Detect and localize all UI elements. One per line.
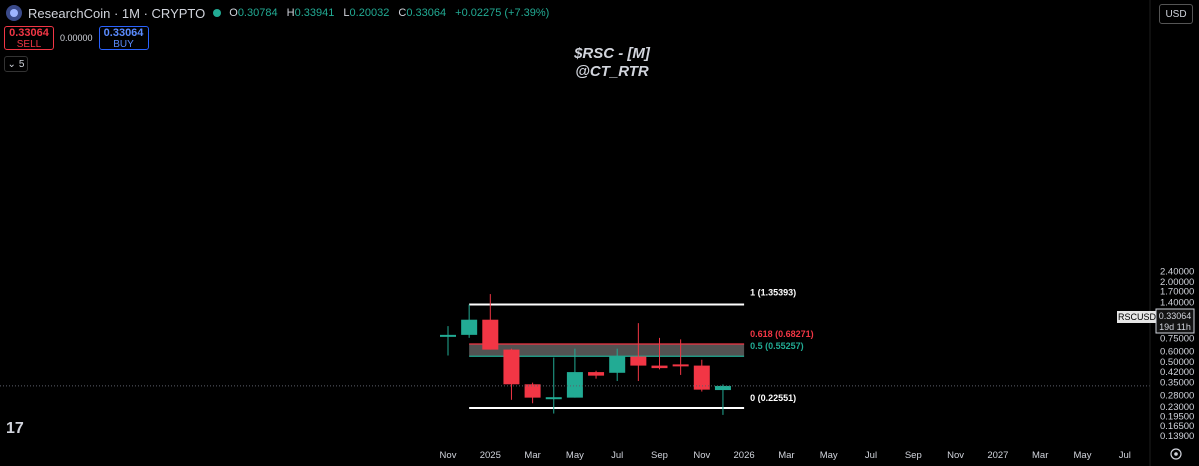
candle-body xyxy=(524,384,541,398)
x-tick-label: 2027 xyxy=(987,450,1008,461)
settings-gear-icon[interactable] xyxy=(1170,448,1182,460)
candle-body xyxy=(609,356,626,373)
candle-body xyxy=(440,334,456,337)
currency-select[interactable]: USD xyxy=(1159,4,1193,24)
x-tick-label: 2026 xyxy=(734,450,755,461)
price-tag-price: 0.33064 xyxy=(1159,311,1192,321)
indicators-toggle[interactable]: ⌄ 5 xyxy=(4,56,28,72)
x-tick-label: Jul xyxy=(1119,450,1131,461)
y-tick-label: 2.40000 xyxy=(1160,266,1194,277)
y-tick-label: 0.19500 xyxy=(1160,411,1194,422)
x-tick-label: Nov xyxy=(440,450,457,461)
y-tick-label: 0.23000 xyxy=(1160,402,1194,413)
y-tick-label: 0.50000 xyxy=(1160,357,1194,368)
open-value: 0.30784 xyxy=(237,7,278,19)
price-tag: RSCUSD 0.33064 19d 11h xyxy=(1117,308,1195,334)
y-tick-label: 1.70000 xyxy=(1160,286,1194,297)
spread-value: 0.00000 xyxy=(60,33,93,43)
x-tick-label: Jul xyxy=(611,450,623,461)
x-tick-label: Nov xyxy=(693,450,710,461)
price-tag-symbol: RSCUSD xyxy=(1118,312,1157,322)
y-tick-label: 0.90000 xyxy=(1160,323,1194,334)
coin-logo-icon xyxy=(6,5,22,21)
candle-body xyxy=(461,319,478,335)
high-value: 0.33941 xyxy=(294,7,335,19)
chevron-down-icon: ⌄ xyxy=(7,58,16,70)
candle-body xyxy=(566,372,583,398)
candle-body xyxy=(503,349,520,385)
x-tick-label: May xyxy=(566,450,584,461)
tradingview-logo-icon: 17 xyxy=(6,420,24,437)
x-tick-label: Jul xyxy=(865,450,877,461)
chart-header: ResearchCoin · 1M · CRYPTO O0.30784 H0.3… xyxy=(0,0,1150,26)
fib-level-label: 0.618 (0.68271) xyxy=(750,329,814,339)
x-tick-label: Mar xyxy=(524,450,540,461)
candle-body xyxy=(651,365,668,369)
market-open-icon xyxy=(213,9,222,17)
x-tick-label: Mar xyxy=(1032,450,1048,461)
buy-button[interactable]: 0.33064 BUY xyxy=(98,26,149,50)
x-tick-label: May xyxy=(820,450,838,461)
candle-body xyxy=(672,364,689,367)
y-tick-label: 0.35000 xyxy=(1160,378,1194,389)
y-tick-label: 1.10000 xyxy=(1160,311,1194,322)
candle-body xyxy=(714,385,731,391)
candle-body xyxy=(693,365,710,390)
sell-button[interactable]: 0.33064 SELL xyxy=(4,26,54,50)
x-tick-label: 2025 xyxy=(480,450,501,461)
symbol-title[interactable]: ResearchCoin · 1M · CRYPTO xyxy=(28,5,206,21)
fib-level-label: 0.5 (0.55257) xyxy=(750,341,804,351)
x-tick-label: Nov xyxy=(947,450,964,461)
change-value: +0.02275 (+7.39%) xyxy=(455,7,550,19)
candle-body xyxy=(630,356,647,366)
y-tick-label: 0.42000 xyxy=(1160,367,1194,378)
fib-level-label: 1 (1.35393) xyxy=(750,287,796,297)
low-value: 0.20032 xyxy=(349,7,390,19)
fib-zone xyxy=(469,344,745,357)
y-tick-label: 2.00000 xyxy=(1160,277,1194,288)
x-tick-label: Sep xyxy=(651,450,668,461)
x-tick-label: Mar xyxy=(778,450,794,461)
candle-body xyxy=(545,397,562,400)
trade-panel: 0.33064 SELL 0.00000 0.33064 BUY xyxy=(4,26,149,50)
candle-body xyxy=(482,319,499,350)
y-tick-label: 0.75000 xyxy=(1160,334,1194,345)
y-tick-label: 0.60000 xyxy=(1160,346,1194,357)
y-tick-label: 0.16500 xyxy=(1160,421,1194,432)
watermark-handle: @CT_RTR xyxy=(575,63,649,80)
x-tick-label: Sep xyxy=(905,450,922,461)
x-tick-label: May xyxy=(1074,450,1092,461)
y-tick-label: 0.13900 xyxy=(1160,431,1194,442)
price-tag-countdown: 19d 11h xyxy=(1159,322,1191,332)
watermark-title: $RSC - [M] xyxy=(573,45,651,62)
y-tick-label: 1.40000 xyxy=(1160,298,1194,309)
y-tick-label: 0.28000 xyxy=(1160,391,1194,402)
candle-body xyxy=(588,372,605,376)
close-value: 0.33064 xyxy=(406,7,447,19)
ohlc-readout: O0.30784 H0.33941 L0.20032 C0.33064 +0.0… xyxy=(229,7,550,19)
fib-level-label: 0 (0.22551) xyxy=(750,393,796,403)
